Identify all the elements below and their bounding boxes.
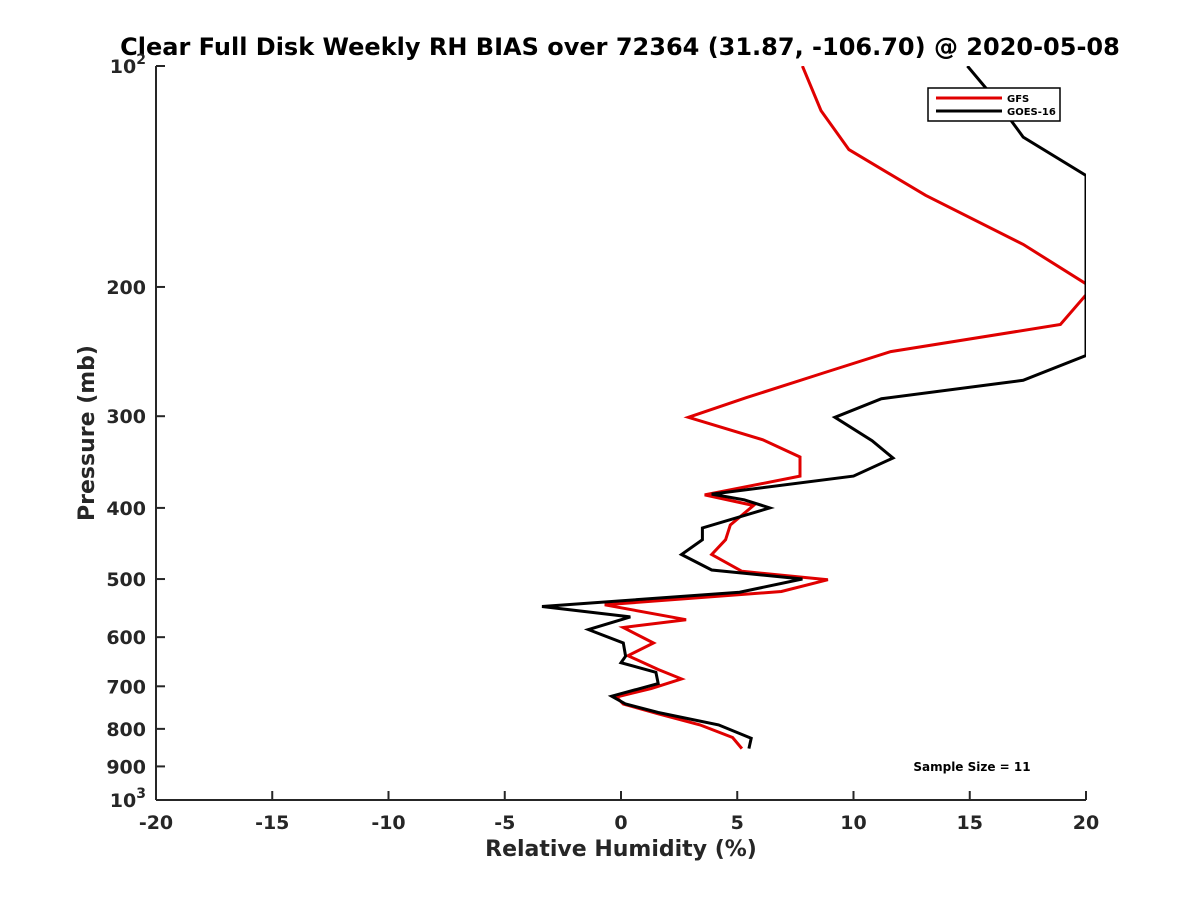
plot-area (156, 66, 1086, 800)
y-axis-label: Pressure (mb) (75, 345, 100, 521)
series-line-gfs (604, 66, 1086, 750)
series-layer (541, 66, 1086, 750)
y-tick-label: 103 (110, 786, 146, 812)
y-tick-label: 102 (110, 52, 146, 78)
x-tick-label: 0 (614, 812, 627, 834)
x-tick-label: -5 (494, 812, 515, 834)
x-tick-label: 20 (1073, 812, 1099, 834)
y-tick-label: 500 (106, 569, 146, 591)
x-tick-label: -15 (255, 812, 289, 834)
y-tick-label: 800 (106, 719, 146, 741)
sample-size-annotation: Sample Size = 11 (913, 760, 1030, 774)
x-axis-label: Relative Humidity (%) (485, 837, 757, 862)
chart-title: Clear Full Disk Weekly RH BIAS over 7236… (120, 33, 1120, 61)
y-tick-label: 700 (106, 676, 146, 698)
legend-label: GFS (1007, 94, 1029, 105)
legend-box (927, 87, 1061, 122)
y-tick-label: 200 (106, 277, 146, 299)
x-tick-label: -10 (371, 812, 405, 834)
x-tick-label: 5 (731, 812, 744, 834)
legend: GFS GOES-16 (927, 87, 1061, 122)
x-tick-label: -20 (139, 812, 173, 834)
y-tick-label: 300 (106, 406, 146, 428)
y-tick-label: 400 (106, 498, 146, 520)
x-tick-label: 10 (840, 812, 866, 834)
y-tick-label: 900 (106, 756, 146, 778)
ticks-layer: -20 -15 -10 -5 0 5 10 15 20 102 200 300 400 500 600 700… (106, 52, 1099, 834)
legend-label: GOES-16 (1007, 107, 1056, 118)
series-line-goes-16 (541, 66, 1086, 749)
x-tick-label: 15 (957, 812, 983, 834)
y-tick-label: 600 (106, 627, 146, 649)
